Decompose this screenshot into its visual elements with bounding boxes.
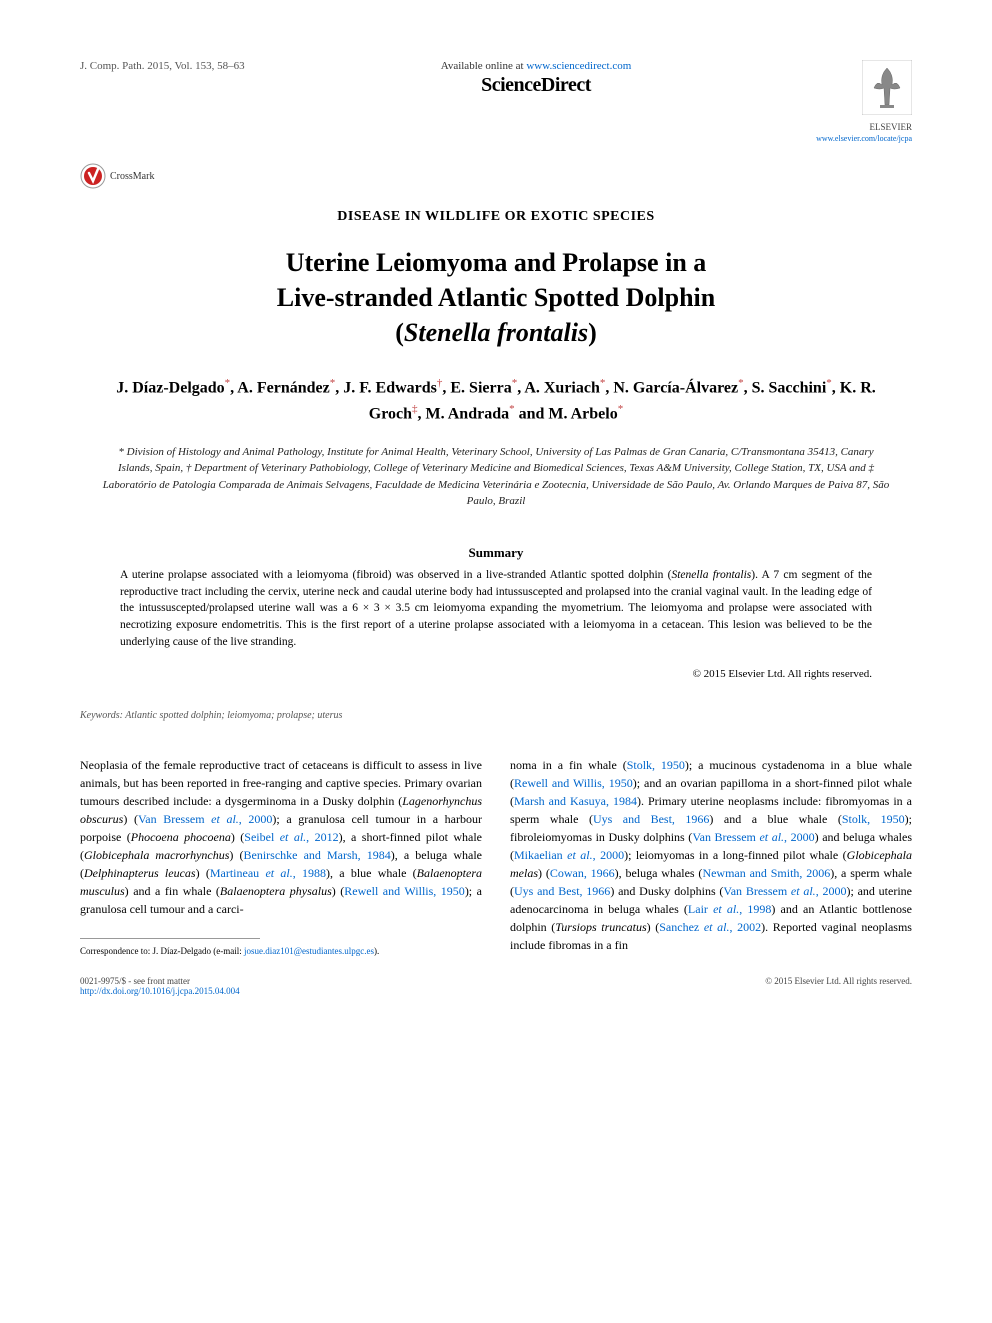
affiliations: * Division of Histology and Animal Patho…	[80, 444, 912, 510]
available-online: Available online at www.sciencedirect.co…	[280, 60, 792, 72]
summary-part-0: A uterine prolapse associated with a lei…	[120, 569, 671, 581]
title-paren-open: (	[395, 318, 404, 347]
keywords-text: Atlantic spotted dolphin; leiomyoma; pro…	[123, 710, 342, 721]
header-row: J. Comp. Path. 2015, Vol. 153, 58–63 Ava…	[80, 60, 912, 143]
footer-left: 0021-9975/$ - see front matter http://dx…	[80, 976, 240, 996]
body-col-right: noma in a fin whale (Stolk, 1950); a muc…	[510, 756, 912, 958]
footer-copyright: © 2015 Elsevier Ltd. All rights reserved…	[765, 976, 912, 996]
body-columns: Neoplasia of the female reproductive tra…	[80, 756, 912, 958]
authors-list: J. Díaz-Delgado*, A. Fernández*, J. F. E…	[80, 375, 912, 426]
footer-issn: 0021-9975/$ - see front matter	[80, 976, 240, 986]
available-prefix: Available online at	[441, 60, 527, 72]
footer-doi-link[interactable]: http://dx.doi.org/10.1016/j.jcpa.2015.04…	[80, 986, 240, 996]
summary-text: A uterine prolapse associated with a lei…	[80, 567, 912, 650]
title-line-1: Uterine Leiomyoma and Prolapse in a	[286, 248, 707, 277]
elsevier-name: ELSEVIER	[792, 122, 912, 132]
keywords: Keywords: Atlantic spotted dolphin; leio…	[80, 710, 912, 721]
journal-citation: J. Comp. Path. 2015, Vol. 153, 58–63	[80, 60, 280, 72]
title-species: Stenella frontalis	[404, 318, 588, 347]
crossmark-label: CrossMark	[110, 171, 154, 182]
elsevier-journal-link[interactable]: www.elsevier.com/locate/jcpa	[792, 134, 912, 143]
sciencedirect-logo: ScienceDirect	[280, 74, 792, 97]
footnote-divider	[80, 938, 260, 939]
publisher-block: ELSEVIER www.elsevier.com/locate/jcpa	[792, 60, 912, 143]
crossmark-row: CrossMark	[80, 163, 912, 194]
correspondence-email[interactable]: josue.diaz101@estudiantes.ulpgc.es	[244, 946, 374, 956]
crossmark-badge[interactable]: CrossMark	[80, 163, 154, 189]
sciencedirect-link[interactable]: www.sciencedirect.com	[526, 60, 631, 72]
keywords-label: Keywords:	[80, 710, 123, 721]
title-paren-close: )	[588, 318, 597, 347]
body-col-left: Neoplasia of the female reproductive tra…	[80, 756, 482, 958]
correspondence: Correspondence to: J. Díaz-Delgado (e-ma…	[80, 945, 482, 958]
header-center: Available online at www.sciencedirect.co…	[280, 60, 792, 97]
summary-species: Stenella frontalis	[671, 569, 751, 581]
body-col-left-text: Neoplasia of the female reproductive tra…	[80, 756, 482, 918]
elsevier-tree-icon	[862, 60, 912, 115]
summary-heading: Summary	[80, 545, 912, 561]
title-line-2: Live-stranded Atlantic Spotted Dolphin	[277, 283, 715, 312]
footer-row: 0021-9975/$ - see front matter http://dx…	[80, 976, 912, 996]
summary-copyright: © 2015 Elsevier Ltd. All rights reserved…	[80, 668, 912, 680]
crossmark-icon	[80, 163, 106, 189]
correspondence-close: ).	[374, 946, 379, 956]
article-title: Uterine Leiomyoma and Prolapse in a Live…	[80, 245, 912, 350]
correspondence-label: Correspondence to: J. Díaz-Delgado (e-ma…	[80, 946, 244, 956]
article-section: DISEASE IN WILDLIFE OR EXOTIC SPECIES	[80, 209, 912, 225]
